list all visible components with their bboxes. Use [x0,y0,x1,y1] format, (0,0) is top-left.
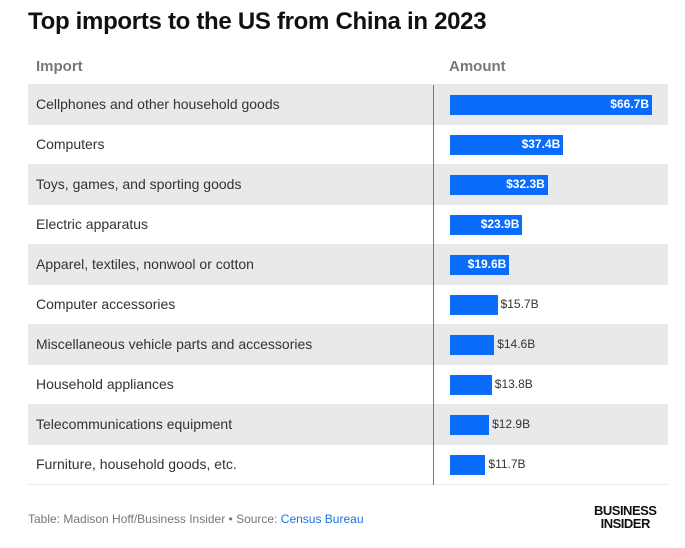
amount-label: $37.4B [521,137,561,151]
amount-bar [450,335,495,355]
import-label: Furniture, household goods, etc. [36,456,237,472]
source-link[interactable]: Census Bureau [280,512,364,526]
table-row: Cellphones and other household goods $66.… [28,85,668,125]
column-header-amount: Amount [449,58,506,75]
amount-label: $19.6B [467,257,507,271]
table-row: Household appliances $13.8B [28,365,668,405]
table-row: Apparel, textiles, nonwool or cotton $19.… [28,245,668,285]
amount-label: $66.7B [610,97,649,111]
import-label: Telecommunications equipment [36,416,233,432]
import-label: Toys, games, and sporting goods [36,176,242,192]
amount-bar [450,415,490,435]
amount-label: $11.7B [488,457,526,471]
business-insider-logo: BUSINESS INSIDER [594,503,657,531]
logo-line2: INSIDER [600,516,651,531]
chart-title: Top imports to the US from China in 2023 [28,8,487,35]
header-divider [28,84,668,85]
import-label: Cellphones and other household goods [36,96,280,112]
import-label: Apparel, textiles, nonwool or cotton [36,256,254,272]
table-row: Miscellaneous vehicle parts and accessor… [28,325,668,365]
table-row: Electric apparatus $23.9B [28,205,668,245]
amount-bar [450,215,523,235]
amount-bar [450,295,498,315]
logo-line1: BUSINESS [594,503,657,518]
amount-label: $12.9B [492,417,531,431]
footer: Table: Madison Hoff/Business Insider • S… [28,512,364,526]
column-header-import: Import [36,58,83,75]
amount-label: $23.9B [480,217,520,231]
amount-bar [450,175,548,195]
column-divider [433,85,434,485]
amount-label: $14.6B [497,337,536,351]
table-row: Computer accessories $15.7B [28,285,668,325]
import-label: Computer accessories [36,296,176,312]
table-row: Telecommunications equipment $12.9B [28,405,668,445]
import-label: Computers [36,136,105,152]
import-label: Household appliances [36,376,174,392]
amount-bar [450,455,486,475]
amount-bar [450,375,492,395]
table-row: Computers $37.4B [28,125,668,165]
import-label: Miscellaneous vehicle parts and accessor… [36,336,313,352]
amount-label: $15.7B [500,297,539,311]
amount-label: $32.3B [506,177,545,191]
table-row: Toys, games, and sporting goods $32.3B [28,165,668,205]
footer-credit: Table: Madison Hoff/Business Insider • S… [28,512,281,526]
amount-label: $13.8B [494,377,533,391]
table-row: Furniture, household goods, etc. $11.7B [28,445,668,485]
amount-bar [450,95,652,115]
amount-bar [450,255,510,275]
import-label: Electric apparatus [36,216,149,232]
amount-bar [450,135,564,155]
